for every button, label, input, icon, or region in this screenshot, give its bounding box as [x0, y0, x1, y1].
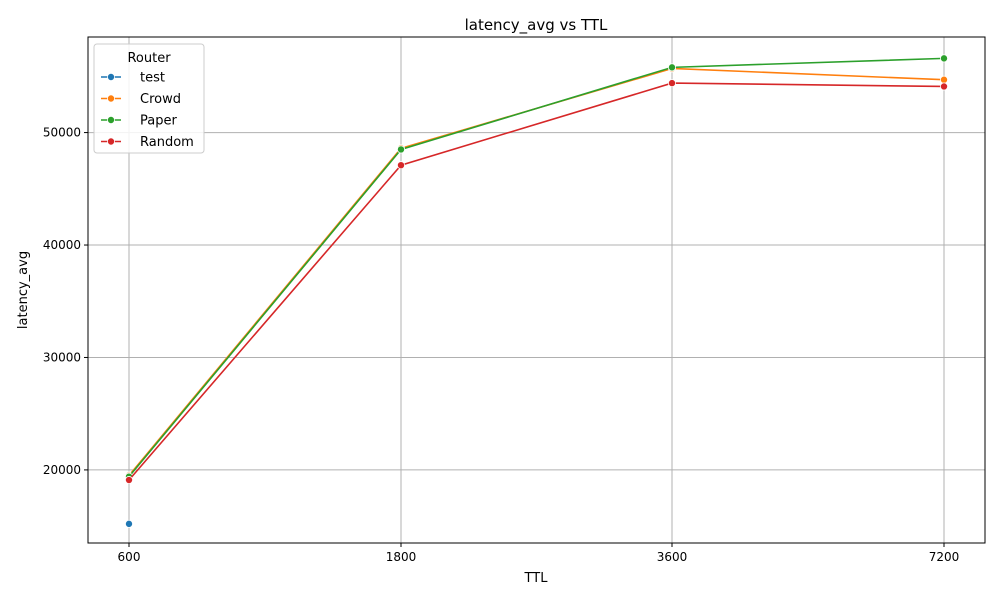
data-point-paper	[940, 54, 949, 63]
x-tick-label: 7200	[929, 550, 960, 564]
legend-swatch-marker-test	[107, 73, 116, 82]
chart-title: latency_avg vs TTL	[465, 16, 608, 35]
x-axis-label: TTL	[524, 571, 549, 586]
x-tick-label: 600	[118, 550, 141, 564]
plot-frame	[87, 36, 986, 544]
x-axis-ticks: 600 1800 3600 7200	[118, 543, 960, 564]
y-tick-label: 40000	[43, 238, 81, 252]
series-line-random	[128, 82, 945, 481]
y-tick-label: 30000	[43, 350, 81, 364]
y-tick-label: 20000	[43, 463, 81, 477]
legend-title: Router	[127, 51, 171, 66]
data-point-paper	[396, 145, 405, 154]
legend-label-paper: Paper	[140, 114, 177, 129]
x-tick-label: 1800	[386, 550, 417, 564]
y-axis-ticks: 20000 30000 40000 50000	[43, 126, 88, 477]
data-point-crowd	[940, 75, 949, 84]
legend-label-random: Random	[140, 135, 194, 150]
grid	[88, 37, 985, 543]
data-point-paper	[668, 63, 677, 72]
legend-swatch-marker-random	[107, 137, 116, 146]
legend-box	[93, 43, 205, 154]
data-point-random	[125, 476, 134, 485]
legend-swatch-marker-crowd	[107, 94, 116, 103]
y-tick-label: 50000	[43, 126, 81, 140]
legend-label-crowd: Crowd	[140, 92, 181, 107]
legend-swatch-marker-paper	[107, 116, 116, 125]
series-line-paper	[128, 57, 945, 478]
legend-label-test: test	[140, 71, 165, 86]
series-group	[125, 54, 949, 528]
x-tick-label: 3600	[657, 550, 688, 564]
data-point-random	[940, 82, 949, 91]
data-point-random	[396, 161, 405, 170]
data-point-test	[125, 519, 134, 528]
legend-items: test Crowd Paper Random	[101, 71, 194, 150]
data-point-random	[668, 79, 677, 88]
y-axis-label: latency_avg	[16, 251, 31, 329]
series-line-crowd	[128, 67, 945, 477]
legend: Router test Crowd Paper Random	[93, 43, 205, 154]
